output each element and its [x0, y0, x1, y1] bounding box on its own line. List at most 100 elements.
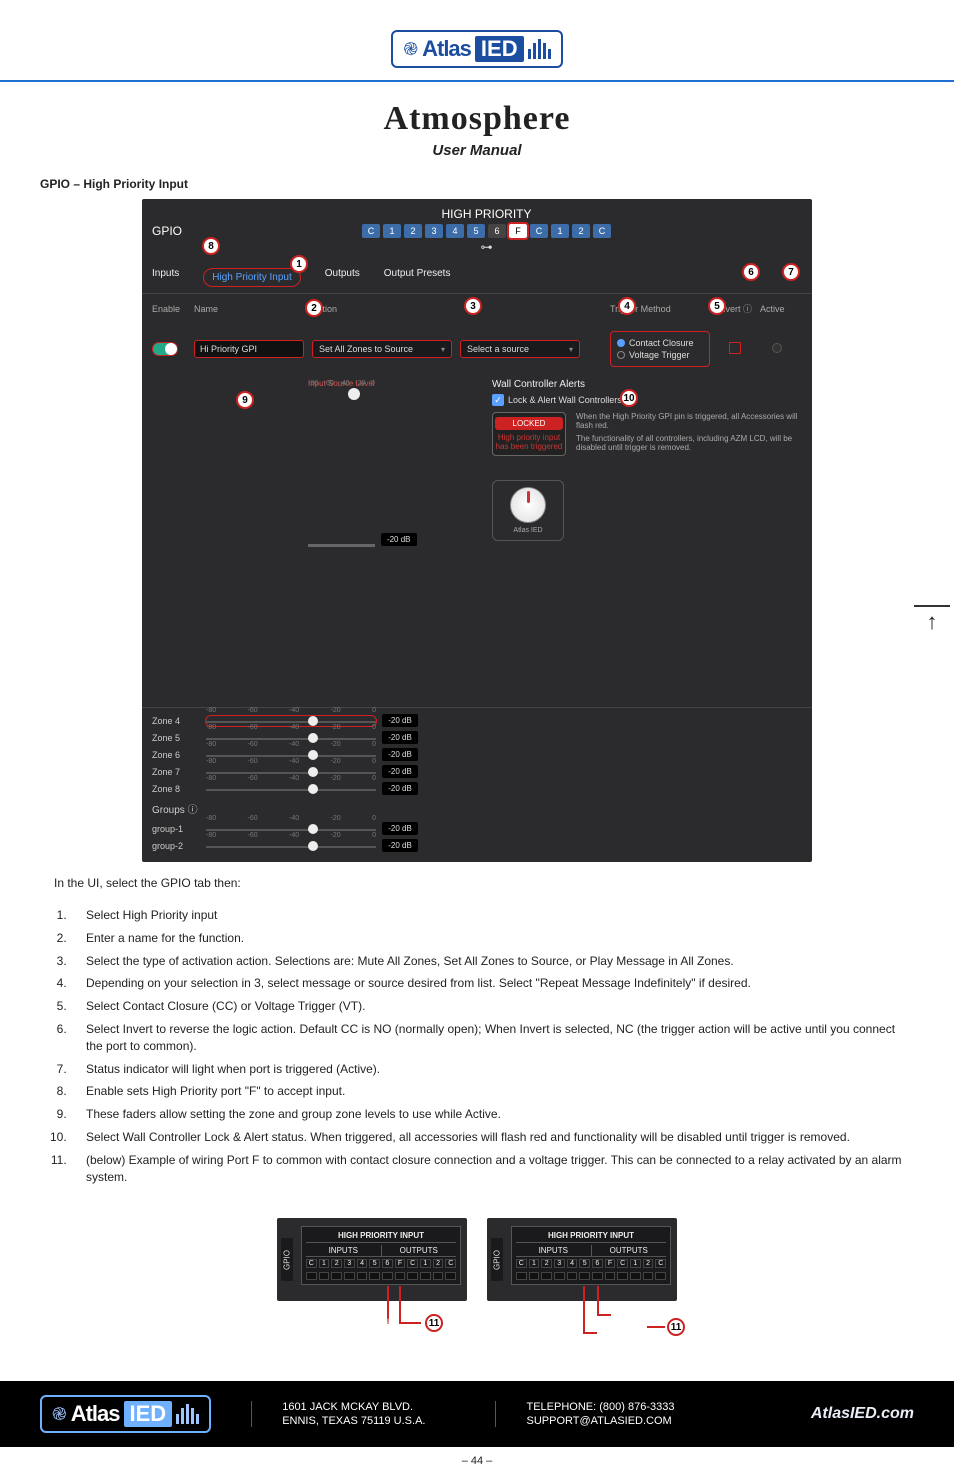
wiring-gpio-label-2: GPIO	[491, 1238, 503, 1281]
zone-db: -20 dB	[382, 748, 418, 761]
wb-outputs-2: OUTPUTS	[592, 1245, 667, 1256]
callout-6: 6	[742, 263, 760, 281]
step-item: Select Invert to reverse the logic actio…	[70, 1018, 904, 1058]
callout-4: 4	[618, 297, 636, 315]
accessory-preview: Atlas IED	[492, 480, 564, 541]
zone-db: -20 dB	[382, 839, 418, 852]
port-pill[interactable]: 5	[467, 224, 485, 238]
source-value: Select a source	[467, 344, 529, 354]
zone-slider-row: Zone 8 -80-60-40-200 -20 dB	[142, 780, 812, 797]
callout-11b: 11	[667, 1318, 685, 1336]
footer: ֎ Atlas IED 1601 JACK MCKAY BLVD. ENNIS,…	[0, 1381, 954, 1447]
footer-email: SUPPORT@ATLASIED.COM	[526, 1415, 674, 1427]
input-source-db: -20 dB	[381, 533, 417, 546]
step-item: (below) Example of wiring Port F to comm…	[70, 1149, 904, 1189]
callout-5: 5	[708, 297, 726, 315]
wall-note-2: The functionality of all controllers, in…	[576, 434, 802, 452]
panel-title-gpio: GPIO	[152, 224, 182, 238]
knob-icon	[510, 487, 546, 523]
callout-1: 1	[290, 255, 308, 273]
active-indicator	[772, 343, 782, 353]
port-pill[interactable]: C	[362, 224, 380, 238]
bars-icon	[528, 39, 551, 59]
doc-title: Atmosphere	[40, 100, 914, 138]
gnd-label: GND	[613, 1308, 631, 1317]
step-item: Enable sets High Priority port "F" to ac…	[70, 1080, 904, 1103]
zone-label: group-1	[152, 824, 200, 834]
input-source-slider[interactable]: -80-60-40-200	[308, 389, 375, 699]
label-name: Name	[194, 304, 304, 314]
port-pill[interactable]: C	[530, 224, 548, 238]
callout-8: 8	[202, 237, 220, 255]
footer-addr1: 1601 JACK MCKAY BLVD.	[282, 1401, 425, 1413]
wb-hp-label: HIGH PRIORITY INPUT	[306, 1231, 456, 1243]
tab-high-priority-input[interactable]: High Priority Input	[203, 268, 300, 287]
wall-alerts-title: Wall Controller Alerts	[492, 379, 802, 390]
steps-list: Select High Priority inputEnter a name f…	[70, 904, 904, 1188]
step-item: Enter a name for the function.	[70, 927, 904, 950]
invert-checkbox[interactable]	[729, 342, 741, 354]
lock-alert-checkbox[interactable]: ✓	[492, 394, 504, 406]
port-pill[interactable]: 1	[383, 224, 401, 238]
footer-logo: ֎ Atlas IED	[40, 1395, 211, 1433]
panel-title-hp: HIGH PRIORITY	[442, 207, 532, 221]
port-pill[interactable]: 3	[425, 224, 443, 238]
step-item: Select Contact Closure (CC) or Voltage T…	[70, 995, 904, 1018]
lock-alert-label: Lock & Alert Wall Controllers	[508, 395, 622, 405]
step-item: These faders allow setting the zone and …	[70, 1103, 904, 1126]
zone-db: -20 dB	[382, 714, 418, 727]
port-pill[interactable]: 1	[551, 224, 569, 238]
zone-db: -20 dB	[382, 782, 418, 795]
locked-badge: LOCKED	[495, 417, 563, 430]
intro-text: In the UI, select the GPIO tab then:	[54, 876, 914, 890]
action-dropdown[interactable]: Set All Zones to Source ▾	[312, 340, 452, 358]
tab-output-presets[interactable]: Output Presets	[384, 268, 451, 287]
wiring-diagrams: GPIO HIGH PRIORITY INPUT INPUTSOUTPUTS C…	[40, 1218, 914, 1301]
port-pill[interactable]: F	[509, 224, 527, 238]
step-item: Status indicator will light when port is…	[70, 1058, 904, 1081]
scroll-to-top-button[interactable]: ↑	[914, 605, 950, 641]
volt-label: + 1.5 - 12Vdc	[599, 1328, 647, 1337]
zone-slider[interactable]: -80-60-40-200	[206, 841, 376, 851]
zone-db: -20 dB	[382, 822, 418, 835]
radio-voltage[interactable]	[617, 351, 625, 359]
source-dropdown[interactable]: Select a source ▾	[460, 340, 580, 358]
doc-subtitle: User Manual	[40, 142, 914, 159]
spiral-icon: ֎	[403, 37, 418, 61]
arrow-up-icon: ↑	[927, 609, 938, 635]
name-input[interactable]: Hi Priority GPI	[194, 340, 304, 358]
wb-inputs-2: INPUTS	[516, 1245, 592, 1256]
tab-inputs[interactable]: Inputs	[152, 268, 179, 287]
tab-outputs[interactable]: Outputs	[325, 268, 360, 287]
enable-toggle[interactable]	[152, 342, 178, 356]
label-enable: Enable	[152, 304, 186, 314]
zone-label: Zone 5	[152, 733, 200, 743]
zone-slider[interactable]: -80-60-40-200	[206, 784, 376, 794]
step-item: Depending on your selection in 3, select…	[70, 972, 904, 995]
connector-icon: ⊶	[481, 240, 493, 254]
tabs: Inputs High Priority Input Outputs Output P…	[142, 262, 812, 294]
zone-label: Zone 6	[152, 750, 200, 760]
trigger-voltage-label: Voltage Trigger	[629, 350, 690, 360]
chevron-down-icon: ▾	[569, 345, 573, 354]
zone-label: Zone 8	[152, 784, 200, 794]
step-item: Select High Priority input	[70, 904, 904, 927]
port-pill[interactable]: 6	[488, 224, 506, 238]
trigger-method-box[interactable]: Contact Closure Voltage Trigger	[610, 331, 710, 367]
section-heading: GPIO – High Priority Input	[40, 177, 914, 191]
footer-site[interactable]: AtlasIED.com	[811, 1405, 914, 1423]
footer-addr2: ENNIS, TEXAS 75119 U.S.A.	[282, 1415, 425, 1427]
chevron-down-icon: ▾	[441, 345, 445, 354]
port-pill[interactable]: 4	[446, 224, 464, 238]
wiring-gpio-label: GPIO	[281, 1238, 293, 1281]
header-logo: ֎ Atlas IED	[40, 30, 914, 68]
radio-contact[interactable]	[617, 339, 625, 347]
locked-message: High priority input has been triggered	[496, 433, 563, 451]
wall-note-1: When the High Priority GPI pin is trigge…	[576, 412, 802, 430]
wiring-contact-closure: GPIO HIGH PRIORITY INPUT INPUTSOUTPUTS C…	[277, 1218, 467, 1301]
zone-label: Zone 7	[152, 767, 200, 777]
port-pill[interactable]: C	[593, 224, 611, 238]
port-pill[interactable]: 2	[572, 224, 590, 238]
label-active: Active	[760, 304, 794, 314]
port-pill[interactable]: 2	[404, 224, 422, 238]
